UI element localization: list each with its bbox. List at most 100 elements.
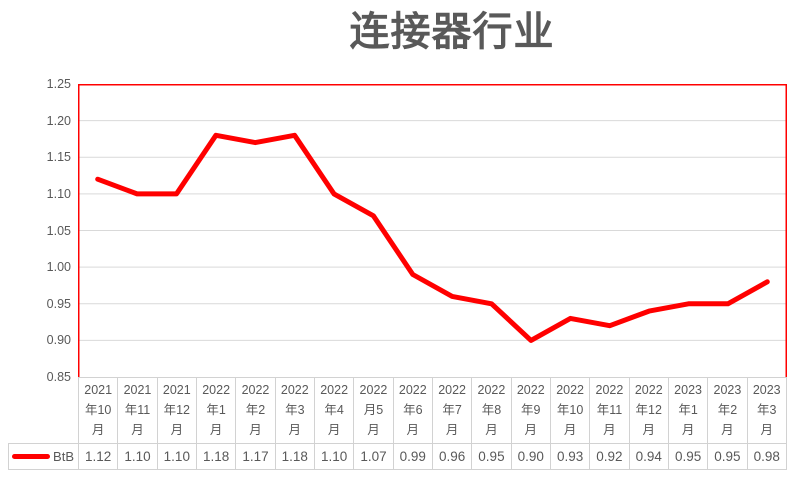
y-axis-tick-label: 0.95 bbox=[46, 296, 71, 311]
y-axis-tick-label: 1.25 bbox=[46, 77, 71, 91]
table-category-cell: 2021 年11 月 bbox=[117, 378, 156, 443]
table-value-cell: 0.92 bbox=[589, 444, 628, 469]
table-category-line: 2022 bbox=[595, 383, 624, 397]
y-axis-tick-label: 1.00 bbox=[46, 260, 71, 275]
table-category-line: 2021 bbox=[84, 383, 113, 397]
table-category-cell: 2023 年3 月 bbox=[746, 378, 787, 443]
table-category-cell: 2022 年7 月 bbox=[431, 378, 471, 443]
table-category-cell: 2023 年2 月 bbox=[707, 378, 746, 443]
table-value-cell: 1.07 bbox=[353, 444, 392, 469]
table-category-line: 年2 bbox=[245, 403, 266, 417]
table-category-line: 月5 bbox=[363, 403, 384, 417]
table-category-line: 年11 bbox=[596, 403, 623, 417]
table-value-cell: 1.17 bbox=[235, 444, 274, 469]
table-category-line: 2022 bbox=[320, 383, 349, 397]
table-category-line: 2022 bbox=[280, 383, 309, 397]
table-value-cell: 0.94 bbox=[628, 444, 668, 469]
y-axis-tick-label: 1.20 bbox=[46, 113, 71, 128]
table-category-line: 2022 bbox=[634, 383, 663, 397]
table-category-cell: 2022 年11 月 bbox=[589, 378, 628, 443]
table-category-line: 2023 bbox=[713, 383, 742, 397]
y-axis-tick-label: 0.90 bbox=[46, 333, 71, 348]
table-category-cell: 2022 年10 月 bbox=[549, 378, 589, 443]
table-category-line: 月 bbox=[721, 423, 734, 437]
table-category-line: 月 bbox=[209, 423, 223, 437]
table-category-cell: 2022 年1 月 bbox=[195, 378, 235, 443]
table-category-line: 年11 bbox=[124, 403, 151, 417]
table-category-line: 月 bbox=[760, 423, 773, 437]
y-axis-tick-label: 1.10 bbox=[46, 186, 71, 201]
table-category-line: 月 bbox=[524, 423, 538, 437]
table-category-line: 年8 bbox=[481, 403, 502, 417]
table-category-line: 月 bbox=[131, 423, 144, 437]
table-category-cell: 2022 年2 月 bbox=[235, 378, 274, 443]
legend-key-line-icon bbox=[12, 454, 51, 459]
chart-title: 连接器行业 bbox=[349, 10, 555, 54]
table-value-cell: 1.10 bbox=[313, 444, 353, 469]
plot-area bbox=[78, 84, 787, 377]
table-category-line: 2021 bbox=[162, 383, 191, 397]
table-value-cell: 0.99 bbox=[392, 444, 432, 469]
table-category-line: 2022 bbox=[359, 383, 388, 397]
table-value-cell: 0.93 bbox=[549, 444, 589, 469]
table-category-line: 月 bbox=[327, 423, 341, 437]
table-category-cell: 2021 年12 月 bbox=[156, 378, 196, 443]
table-category-line: 2022 bbox=[398, 383, 427, 397]
series-line-btb bbox=[95, 132, 770, 343]
table-category-cell: 2022 年12 月 bbox=[628, 378, 668, 443]
table-category-line: 月 bbox=[603, 423, 616, 437]
table-category-line: 2022 bbox=[516, 383, 545, 397]
table-category-line: 年3 bbox=[757, 403, 777, 417]
table-category-line: 2023 bbox=[752, 383, 781, 397]
table-category-line: 2022 bbox=[438, 383, 467, 397]
table-category-line: 2022 bbox=[202, 383, 231, 397]
table-category-line: 年7 bbox=[442, 403, 462, 417]
table-category-line: 月 bbox=[485, 423, 498, 437]
table-category-line: 2022 bbox=[241, 383, 270, 397]
y-axis-tick-label: 0.85 bbox=[46, 370, 71, 384]
table-category-line: 年2 bbox=[717, 403, 738, 417]
y-axis-tick-labels: 1.25 1.20 1.15 1.10 1.05 1.00 0.95 0.90 0.85 bbox=[0, 0, 71, 420]
table-category-line: 年6 bbox=[403, 403, 423, 417]
table-value-cell: 1.18 bbox=[274, 444, 314, 469]
table-category-cell: 2022 年3 月 bbox=[274, 378, 314, 443]
table-category-line: 月 bbox=[445, 423, 459, 437]
legend-cell: BtB bbox=[8, 444, 78, 469]
table-category-cell: 2021 年10 月 bbox=[78, 378, 117, 443]
table-category-line: 月 bbox=[91, 423, 105, 437]
table-value-cell: 0.95 bbox=[707, 444, 746, 469]
table-value-cell: 0.95 bbox=[667, 444, 707, 469]
table-category-line: 年10 bbox=[84, 403, 112, 417]
y-axis-tick-label: 1.05 bbox=[46, 223, 71, 238]
table-category-line: 年12 bbox=[635, 403, 662, 417]
table-category-line: 年4 bbox=[324, 403, 344, 417]
table-category-line: 年12 bbox=[163, 403, 191, 417]
table-category-line: 月 bbox=[642, 423, 656, 437]
table-category-line: 2022 bbox=[477, 383, 506, 397]
legend-series-label: BtB bbox=[53, 449, 74, 464]
data-table-category-row: 2021 年10 月 2021 年11 月 2021 年12 月 2022 年1 月 2022 年2 月 20… bbox=[78, 377, 787, 443]
table-category-line: 年10 bbox=[556, 403, 584, 417]
table-category-line: 月 bbox=[406, 423, 420, 437]
table-category-line: 月 bbox=[170, 423, 184, 437]
table-value-cell: 1.18 bbox=[195, 444, 235, 469]
table-category-line: 2022 bbox=[556, 383, 584, 397]
table-category-line: 年1 bbox=[206, 403, 226, 417]
table-category-line: 月 bbox=[367, 423, 380, 437]
table-category-line: 2021 bbox=[123, 383, 152, 397]
table-value-cell: 0.96 bbox=[431, 444, 471, 469]
table-category-cell: 2022 年9 月 bbox=[510, 378, 550, 443]
table-category-line: 年3 bbox=[285, 403, 305, 417]
table-category-cell: 2023 年1 月 bbox=[667, 378, 707, 443]
table-value-cell: 1.10 bbox=[117, 444, 156, 469]
table-category-cell: 2022 年8 月 bbox=[471, 378, 510, 443]
table-category-line: 2023 bbox=[674, 383, 702, 397]
table-category-line: 年9 bbox=[521, 403, 541, 417]
table-value-cell: 1.12 bbox=[78, 444, 117, 469]
table-value-cell: 0.98 bbox=[746, 444, 787, 469]
table-category-cell: 2022 年6 月 bbox=[392, 378, 432, 443]
table-value-cell: 0.95 bbox=[471, 444, 510, 469]
y-axis-tick-label: 1.15 bbox=[46, 150, 71, 165]
table-value-cell: 1.10 bbox=[156, 444, 196, 469]
